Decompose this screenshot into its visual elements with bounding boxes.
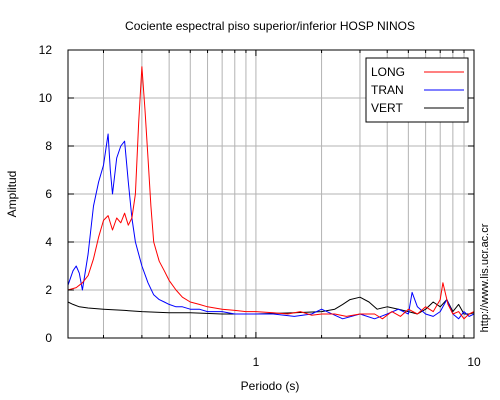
series-line-long — [67, 66, 475, 320]
axis-ticks: 1 10 0 2 4 6 8 10 12 — [39, 43, 481, 369]
legend-label-vert: VERT — [371, 101, 403, 115]
y-tick-label: 2 — [45, 283, 52, 297]
y-tick-label: 12 — [39, 43, 53, 57]
series-group — [67, 66, 475, 320]
y-tick-label: 0 — [45, 331, 52, 345]
legend: LONG TRAN VERT — [365, 57, 469, 123]
legend-label-tran: TRAN — [371, 83, 404, 97]
x-axis-label: Periodo (s) — [241, 379, 300, 393]
source-url: http://www.lis.ucr.ac.cr — [479, 223, 491, 332]
y-axis-label: Amplitud — [5, 171, 19, 218]
y-tick-label: 10 — [39, 91, 53, 105]
chart-title: Cociente espectral piso superior/inferio… — [125, 19, 415, 33]
series-line-tran — [67, 133, 475, 320]
x-tick-label: 1 — [253, 355, 260, 369]
y-tick-label: 6 — [45, 187, 52, 201]
x-tick-label: 10 — [467, 355, 481, 369]
legend-label-long: LONG — [371, 65, 405, 79]
y-tick-label: 4 — [45, 235, 52, 249]
y-tick-label: 8 — [45, 139, 52, 153]
